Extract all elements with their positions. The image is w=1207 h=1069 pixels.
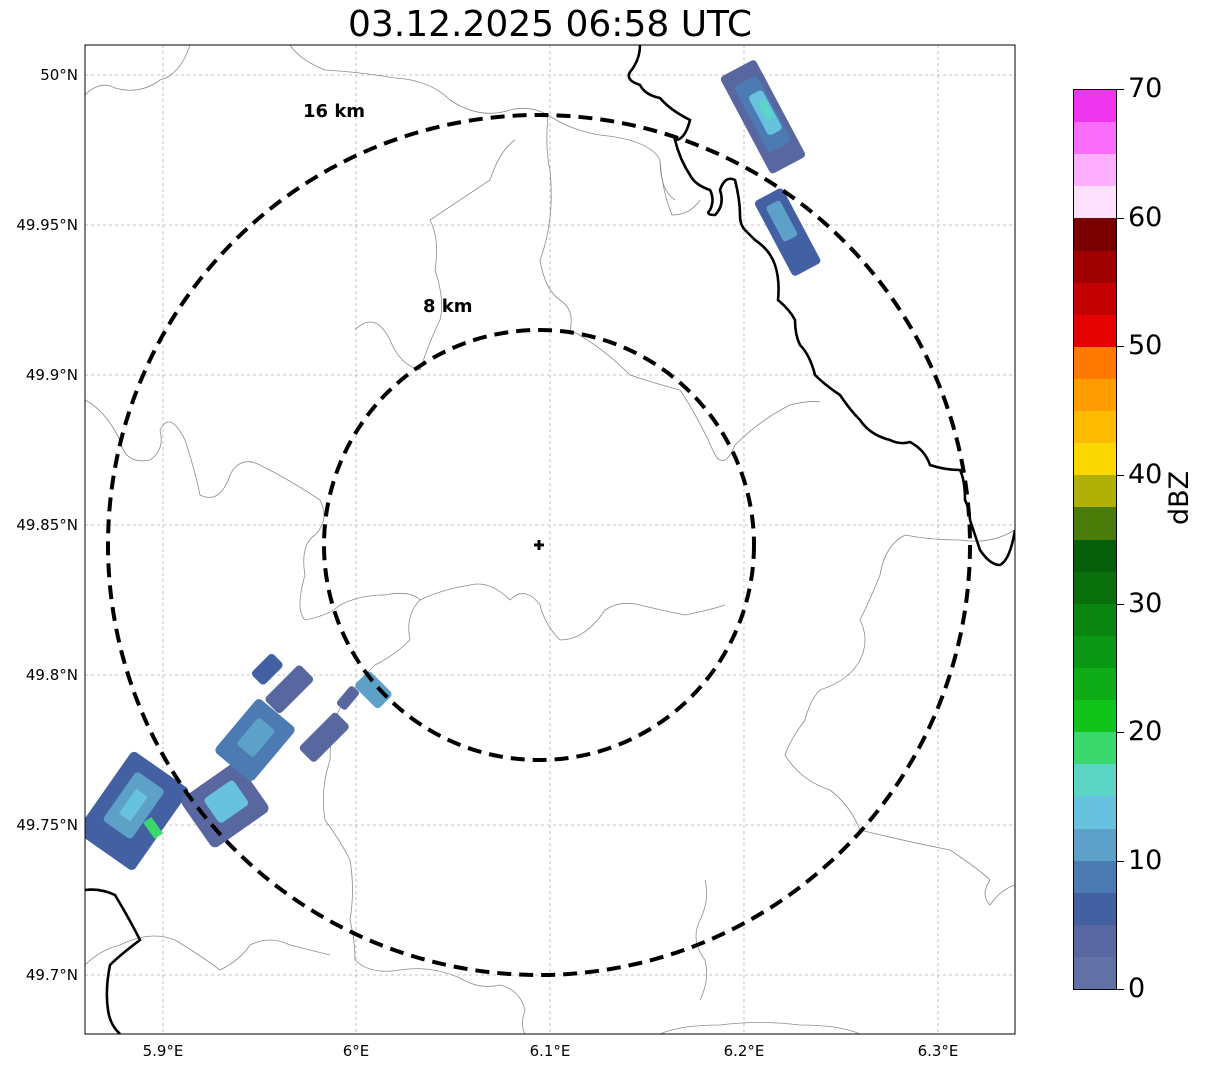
colorbar-segment xyxy=(1074,378,1116,412)
colorbar-unit-label: dBZ xyxy=(1164,470,1195,525)
colorbar-segment xyxy=(1074,507,1116,540)
ring-label-8km: 8 km xyxy=(423,296,473,317)
colorbar-segment xyxy=(1074,250,1116,283)
colorbar-segment xyxy=(1074,411,1116,444)
colorbar-segment xyxy=(1074,314,1116,347)
lat-tick-label: 50°N xyxy=(40,66,78,84)
colorbar-tick-label: 10 xyxy=(1128,845,1163,876)
lat-tick-label: 49.7°N xyxy=(25,966,78,984)
lon-tick-label: 6.1°E xyxy=(529,1042,571,1060)
colorbar-segment xyxy=(1074,764,1116,797)
colorbar-segment xyxy=(1074,346,1116,379)
colorbar-tick-mark xyxy=(1117,604,1124,605)
colorbar-segment xyxy=(1074,700,1116,733)
map-title: 03.12.2025 06:58 UTC xyxy=(347,4,753,45)
colorbar-tick-mark xyxy=(1117,218,1124,219)
colorbar-segment xyxy=(1074,828,1116,861)
colorbar-segment xyxy=(1074,475,1116,508)
national-borders xyxy=(85,45,1015,1034)
colorbar-tick-mark xyxy=(1117,89,1124,90)
colorbar-segment xyxy=(1074,635,1116,668)
colorbar-segment xyxy=(1074,956,1116,990)
colorbar-segment xyxy=(1074,860,1116,893)
lat-tick-label: 49.9°N xyxy=(25,366,78,384)
colorbar-tick-mark xyxy=(1117,861,1124,862)
colorbar-segment xyxy=(1074,539,1116,572)
colorbar-tick-label: 20 xyxy=(1128,716,1163,747)
colorbar-segment xyxy=(1074,122,1116,155)
range-ring-8km xyxy=(322,328,756,762)
range-rings xyxy=(106,113,972,977)
colorbar-segment xyxy=(1074,90,1116,123)
colorbar-segment xyxy=(1074,282,1116,315)
colorbar-tick-mark xyxy=(1117,346,1124,347)
colorbar-segment xyxy=(1074,924,1116,957)
colorbar-tick-label: 70 xyxy=(1128,73,1163,104)
lat-tick-label: 49.95°N xyxy=(16,216,78,234)
map-frame xyxy=(84,44,1016,1035)
colorbar-tick-label: 60 xyxy=(1128,202,1163,233)
radar-site-cross-icon xyxy=(534,540,544,550)
lon-tick-label: 5.9°E xyxy=(142,1042,184,1060)
colorbar-tick-mark xyxy=(1117,989,1124,990)
ring-label-16km: 16 km xyxy=(303,101,365,122)
colorbar xyxy=(1073,89,1117,990)
lon-tick-label: 6.3°E xyxy=(917,1042,959,1060)
lon-tick-label: 6°E xyxy=(342,1042,370,1060)
colorbar-tick-mark xyxy=(1117,732,1124,733)
colorbar-tick-label: 50 xyxy=(1128,330,1163,361)
lat-tick-label: 49.75°N xyxy=(16,816,78,834)
colorbar-segment xyxy=(1074,443,1116,476)
reflectivity-echoes xyxy=(85,60,821,870)
colorbar-segment xyxy=(1074,667,1116,701)
colorbar-segment xyxy=(1074,892,1116,925)
colorbar-tick-label: 0 xyxy=(1128,973,1146,1004)
colorbar-segment xyxy=(1074,218,1116,251)
colorbar-tick-label: 30 xyxy=(1128,588,1163,619)
lat-tick-label: 49.8°N xyxy=(25,666,78,684)
lat-tick-label: 49.85°N xyxy=(16,516,78,534)
colorbar-segment xyxy=(1074,186,1116,219)
colorbar-segment xyxy=(1074,732,1116,765)
lon-tick-label: 6.2°E xyxy=(723,1042,765,1060)
admin-boundaries xyxy=(85,45,1015,1034)
colorbar-segment xyxy=(1074,571,1116,604)
colorbar-tick-mark xyxy=(1117,475,1124,476)
colorbar-segment xyxy=(1074,796,1116,829)
range-ring-16km xyxy=(106,113,972,977)
colorbar-segment xyxy=(1074,603,1116,636)
colorbar-segment xyxy=(1074,154,1116,187)
colorbar-tick-label: 40 xyxy=(1128,459,1163,490)
